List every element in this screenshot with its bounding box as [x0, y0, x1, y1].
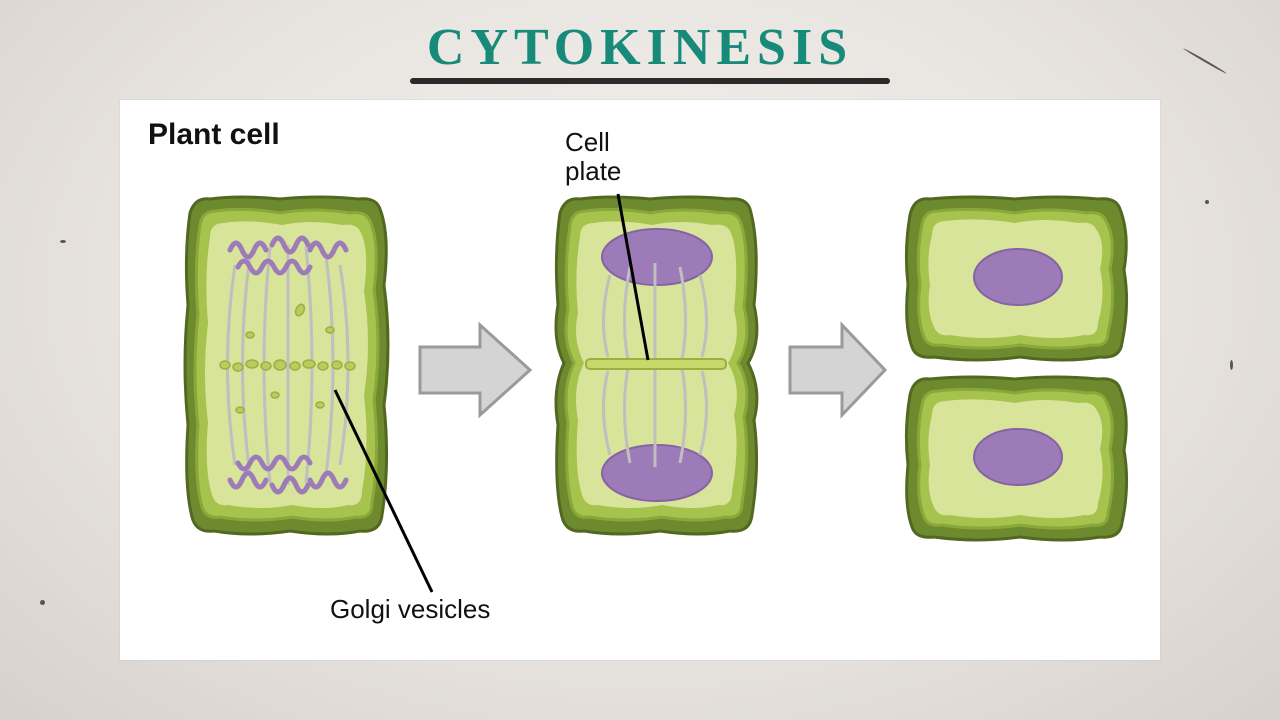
diagram-panel: Plant cell Cell plate Golgi vesicles [120, 100, 1160, 660]
cell-stage-2 [556, 197, 757, 534]
page-background: CYTOKINESIS Plant cell Cell plate Golgi … [0, 0, 1280, 720]
arrow-1-icon [420, 325, 530, 415]
nucleus [974, 249, 1062, 305]
speck [40, 600, 45, 605]
cell-stage-1 [185, 197, 388, 534]
speck [1230, 360, 1233, 370]
cell-plate [586, 359, 726, 369]
cell-stage-3-bottom [906, 377, 1126, 540]
speck [1205, 200, 1209, 204]
page-title: CYTOKINESIS [0, 18, 1280, 77]
cell-stage-3-top [906, 197, 1126, 360]
nucleus-top [602, 229, 712, 285]
nucleus-bottom [602, 445, 712, 501]
cytokinesis-diagram [120, 100, 1160, 660]
speck [60, 240, 66, 243]
title-text: CYTOKINESIS [427, 19, 853, 76]
arrow-2-icon [790, 325, 885, 415]
title-underline [410, 78, 890, 84]
nucleus [974, 429, 1062, 485]
